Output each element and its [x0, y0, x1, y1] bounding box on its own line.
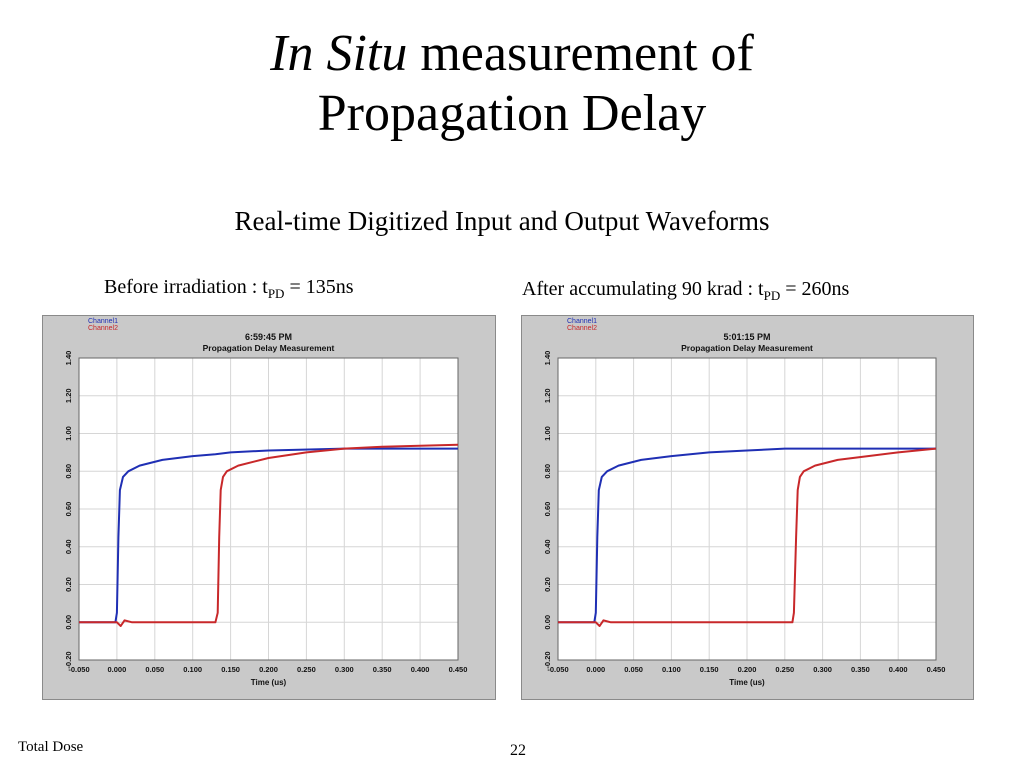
slide-title-rest: measurement of [407, 25, 754, 82]
plot-border [557, 357, 937, 661]
y-tick-label: 1.00 [64, 426, 73, 441]
x-tick-label: 0.250 [297, 665, 316, 674]
y-tick-label: 1.40 [543, 351, 552, 366]
legend-entry: Channel1 [88, 318, 118, 325]
x-tick-label: 0.200 [738, 665, 757, 674]
x-tick-label: 0.150 [221, 665, 240, 674]
chart-title: Propagation Delay Measurement [681, 343, 813, 353]
legend-entry: Channel2 [88, 325, 118, 332]
y-tick-label: 1.20 [543, 388, 552, 403]
y-tick-label: 0.60 [64, 502, 73, 517]
x-tick-label: 0.100 [662, 665, 681, 674]
caption-before: Before irradiation : tPD = 135ns [104, 276, 354, 302]
x-tick-label: -0.050 [68, 665, 89, 674]
x-tick-label: 0.350 [373, 665, 392, 674]
y-tick-label: 1.40 [64, 351, 73, 366]
x-tick-label: 0.300 [335, 665, 354, 674]
y-tick-label: 0.40 [64, 539, 73, 554]
legend-entry: Channel2 [567, 325, 597, 332]
caption-before-sub: PD [267, 286, 285, 301]
chart-timestamp: 5:01:15 PM [723, 332, 770, 342]
slide-title-line2: Propagation Delay [317, 85, 707, 142]
y-tick-label: 0.60 [543, 502, 552, 517]
x-tick-label: 0.150 [700, 665, 719, 674]
chart-title: Propagation Delay Measurement [203, 343, 335, 353]
series-line [558, 447, 937, 627]
footer-label: Total Dose [18, 739, 84, 755]
y-tick-label: -0.20 [64, 651, 73, 668]
caption-after: After accumulating 90 krad : tPD = 260ns [522, 278, 849, 304]
y-tick-label: -0.20 [543, 651, 552, 668]
caption-after-value: = 260ns [780, 278, 850, 300]
x-tick-label: 0.200 [259, 665, 278, 674]
x-axis-label: Time (us) [251, 678, 287, 687]
chart-timestamp: 6:59:45 PM [245, 332, 292, 342]
series-line [558, 447, 936, 624]
x-tick-label: 0.050 [145, 665, 164, 674]
y-tick-label: 0.20 [543, 577, 552, 592]
x-axis-label: Time (us) [729, 678, 765, 687]
x-tick-label: 0.250 [775, 665, 794, 674]
series-line [79, 447, 458, 624]
x-tick-label: 0.350 [851, 665, 870, 674]
x-tick-label: 0.400 [889, 665, 908, 674]
x-tick-label: 0.100 [183, 665, 202, 674]
x-tick-label: 0.000 [586, 665, 605, 674]
chart-after-irradiation: -0.050 0.000 0.050 0.100 0.150 0.200 0.250 0.30… [521, 315, 974, 700]
chart-before-irradiation: -0.050 0.000 0.050 0.100 0.150 0.200 0.250 0.30… [42, 315, 496, 700]
plot-border [78, 357, 459, 661]
y-tick-label: 0.80 [64, 464, 73, 479]
slide-subtitle: Real-time Digitized Input and Output Wav… [234, 206, 770, 236]
y-tick-label: 0.40 [543, 539, 552, 554]
caption-before-text: Before irradiation : t [104, 276, 268, 298]
page-number: 22 [510, 742, 526, 759]
y-tick-label: 1.00 [543, 426, 552, 441]
x-tick-label: 0.000 [108, 665, 127, 674]
x-tick-label: 0.400 [411, 665, 430, 674]
x-tick-label: 0.300 [813, 665, 832, 674]
x-tick-label: 0.050 [624, 665, 643, 674]
x-tick-label: 0.450 [449, 665, 468, 674]
caption-after-text: After accumulating 90 krad : t [522, 278, 764, 300]
x-tick-label: -0.050 [547, 665, 568, 674]
x-tick-label: 0.450 [927, 665, 946, 674]
y-tick-label: 1.20 [64, 388, 73, 403]
slide-title: In Situ measurement of Propagation Delay [0, 24, 1024, 144]
y-tick-label: 0.20 [64, 577, 73, 592]
y-tick-label: 0.00 [543, 615, 552, 630]
y-tick-label: 0.80 [543, 464, 552, 479]
caption-before-value: = 135ns [284, 276, 354, 298]
slide-title-italic: In Situ [270, 25, 408, 82]
caption-after-sub: PD [763, 288, 781, 303]
legend-entry: Channel1 [567, 318, 597, 325]
series-line [79, 443, 459, 627]
y-tick-label: 0.00 [64, 615, 73, 630]
